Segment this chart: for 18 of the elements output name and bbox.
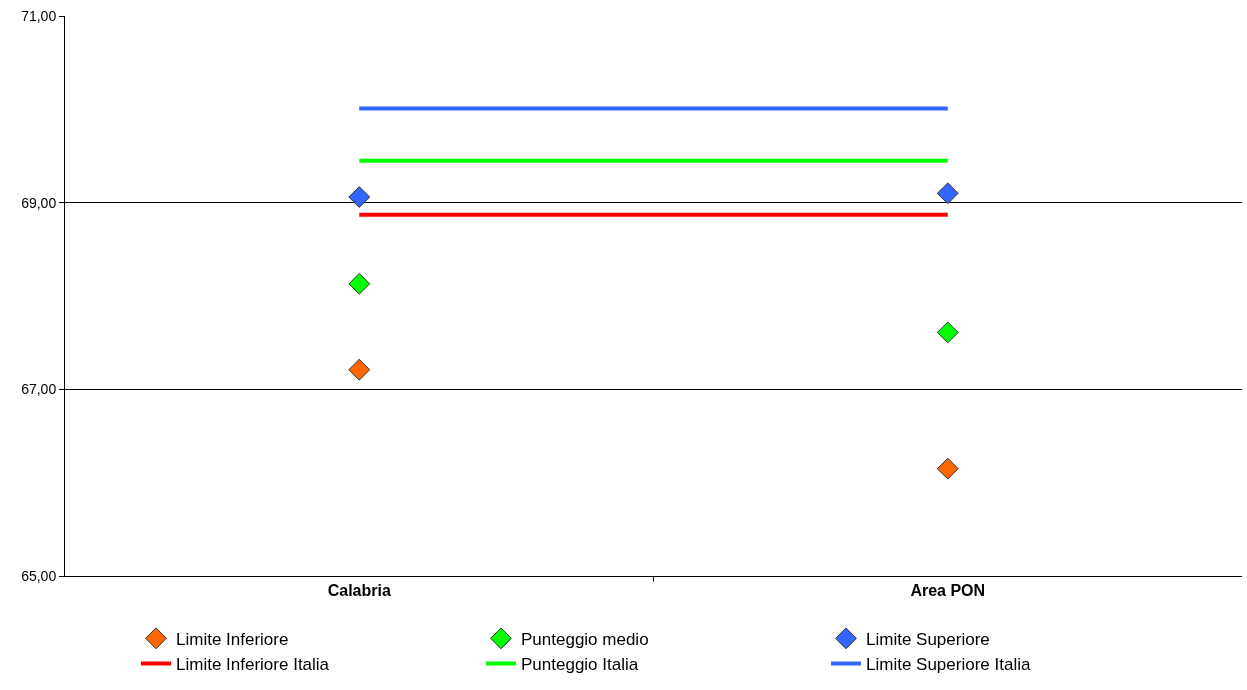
legend-label: Limite Inferiore Italia [176, 655, 330, 675]
point [936, 321, 959, 344]
legend-label: Limite Superiore [866, 629, 990, 649]
point [936, 182, 959, 205]
x-tick-label: Area PON [910, 582, 986, 600]
y-tick-label: 71,00 [21, 7, 57, 24]
legend-label: Limite Superiore Italia [866, 655, 1031, 675]
point [348, 186, 371, 208]
y-tick-label: 69,00 [21, 194, 57, 211]
legend-label: Punteggio Italia [521, 655, 639, 675]
legend-label: Limite Inferiore [176, 629, 289, 649]
y-tick-label: 65,00 [21, 567, 57, 584]
legend-label: Punteggio medio [521, 629, 649, 649]
point [348, 272, 371, 295]
point [348, 358, 371, 381]
point [936, 457, 959, 480]
x-tick-label: Calabria [327, 582, 391, 600]
y-tick-label: 67,00 [21, 381, 57, 398]
